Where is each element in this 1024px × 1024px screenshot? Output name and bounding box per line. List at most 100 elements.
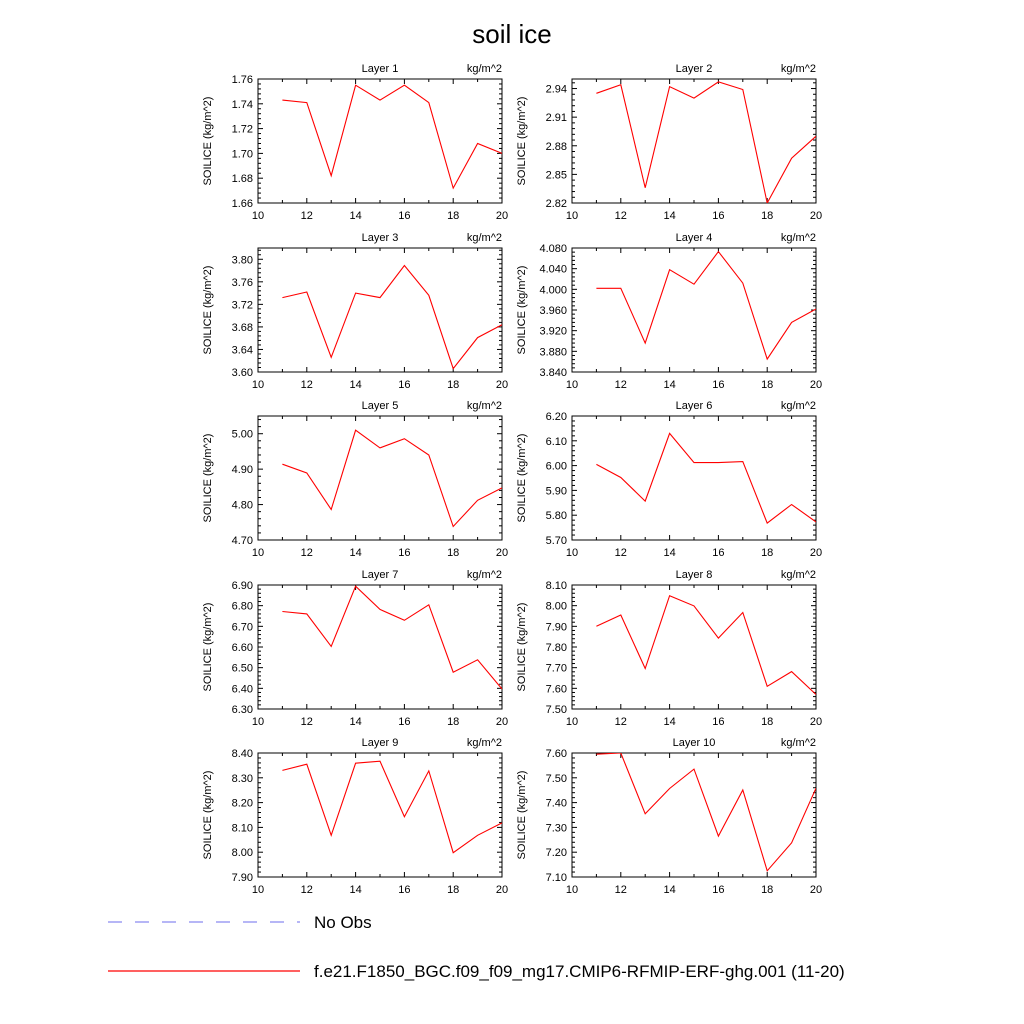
y-tick-label: 4.000 xyxy=(539,284,567,296)
x-tick-label: 14 xyxy=(349,379,361,391)
y-tick-label: 8.20 xyxy=(232,798,253,810)
y-tick-label: 6.30 xyxy=(232,704,253,716)
y-tick-label: 5.90 xyxy=(546,485,567,497)
x-tick-label: 18 xyxy=(761,716,773,728)
y-tick-label: 4.90 xyxy=(232,464,253,476)
x-tick-label: 12 xyxy=(615,716,627,728)
x-tick-label: 16 xyxy=(712,716,724,728)
series-line xyxy=(596,432,816,524)
y-tick-label: 1.70 xyxy=(232,148,253,160)
panel-title: Layer 10 xyxy=(673,737,716,749)
panel-layer-9: 10 12 14 16 18 20 7.90 8.00 8.10 8.20 8.30 8.40 Laye… xyxy=(202,737,508,896)
panel-layer-4: 10 12 14 16 18 20 3.840 3.880 3.920 3.960 4.000 4.0… xyxy=(516,232,822,391)
x-tick-label: 16 xyxy=(712,210,724,222)
plot-frame xyxy=(257,415,503,541)
x-tick-label: 10 xyxy=(566,884,578,896)
plot-frame xyxy=(257,78,503,204)
x-tick-label: 16 xyxy=(398,379,410,391)
y-tick-label: 8.30 xyxy=(232,773,253,785)
x-tick-label: 18 xyxy=(761,884,773,896)
x-tick-label: 16 xyxy=(712,547,724,559)
panel-layer-8: 10 12 14 16 18 20 7.50 7.60 7.70 7.80 7.90 8.00 8.10… xyxy=(516,569,822,728)
y-tick-label: 7.60 xyxy=(546,748,567,760)
y-axis-label: SOILICE (kg/m^2) xyxy=(202,97,214,186)
panel-title: Layer 9 xyxy=(362,737,399,749)
y-tick-label: 3.880 xyxy=(539,346,567,358)
y-tick-label: 8.40 xyxy=(232,748,253,760)
x-tick-label: 14 xyxy=(663,547,675,559)
y-tick-label: 7.30 xyxy=(546,822,567,834)
y-tick-label: 6.20 xyxy=(546,411,567,423)
panel-units: kg/m^2 xyxy=(467,63,502,75)
y-tick-label: 6.50 xyxy=(232,663,253,675)
plot-frame xyxy=(571,584,817,710)
panel-title: Layer 2 xyxy=(676,63,713,75)
x-tick-label: 12 xyxy=(615,884,627,896)
panel-title: Layer 1 xyxy=(362,63,399,75)
y-tick-label: 5.00 xyxy=(232,429,253,441)
y-tick-label: 4.040 xyxy=(539,264,567,276)
panel-title: Layer 4 xyxy=(676,232,713,244)
plot-frame xyxy=(571,247,817,373)
legend: No Obs f.e21.F1850_BGC.f09_f09_mg17.CMIP… xyxy=(108,913,845,981)
y-tick-label: 4.080 xyxy=(539,243,567,255)
x-tick-label: 20 xyxy=(810,716,822,728)
x-tick-label: 16 xyxy=(398,884,410,896)
y-axis-label: SOILICE (kg/m^2) xyxy=(202,266,214,355)
y-tick-label: 6.80 xyxy=(232,601,253,613)
x-tick-label: 18 xyxy=(447,547,459,559)
panel-units: kg/m^2 xyxy=(467,232,502,244)
plot-frame xyxy=(257,584,503,710)
legend-label-run: f.e21.F1850_BGC.f09_f09_mg17.CMIP6-RFMIP… xyxy=(314,962,845,981)
y-tick-label: 2.94 xyxy=(546,84,567,96)
y-tick-label: 3.60 xyxy=(232,367,253,379)
y-axis-label: SOILICE (kg/m^2) xyxy=(516,434,528,523)
x-tick-label: 18 xyxy=(761,210,773,222)
series-line xyxy=(282,760,502,854)
x-tick-label: 12 xyxy=(615,210,627,222)
y-tick-label: 3.76 xyxy=(232,277,253,289)
y-tick-label: 7.10 xyxy=(546,872,567,884)
y-tick-label: 7.60 xyxy=(546,683,567,695)
x-tick-label: 16 xyxy=(712,379,724,391)
panel-title: Layer 3 xyxy=(362,232,399,244)
x-tick-label: 12 xyxy=(301,210,313,222)
panels: 10 12 14 16 18 20 1.66 1.68 1.70 1.72 1.74 1.76 Laye… xyxy=(202,63,822,896)
x-tick-label: 14 xyxy=(349,716,361,728)
panel-layer-5: 10 12 14 16 18 20 4.70 4.80 4.90 5.00 Layer 5 kg/m^… xyxy=(202,400,508,559)
y-tick-label: 1.76 xyxy=(232,74,253,86)
y-tick-label: 3.72 xyxy=(232,299,253,311)
x-tick-label: 20 xyxy=(496,547,508,559)
x-tick-label: 18 xyxy=(447,716,459,728)
y-tick-label: 8.10 xyxy=(546,580,567,592)
y-tick-label: 3.80 xyxy=(232,254,253,266)
y-tick-label: 7.90 xyxy=(546,621,567,633)
panel-units: kg/m^2 xyxy=(467,569,502,581)
x-tick-label: 10 xyxy=(252,716,264,728)
y-tick-label: 2.91 xyxy=(546,112,567,124)
legend-label-no-obs: No Obs xyxy=(314,913,372,932)
y-tick-label: 7.80 xyxy=(546,642,567,654)
x-tick-label: 20 xyxy=(810,884,822,896)
x-tick-label: 14 xyxy=(663,379,675,391)
y-tick-label: 5.80 xyxy=(546,510,567,522)
y-axis-label: SOILICE (kg/m^2) xyxy=(202,771,214,860)
series-line xyxy=(596,753,816,872)
plot-frame xyxy=(571,752,817,878)
x-tick-label: 16 xyxy=(712,884,724,896)
x-tick-label: 10 xyxy=(566,716,578,728)
panel-units: kg/m^2 xyxy=(781,232,816,244)
y-tick-label: 3.840 xyxy=(539,367,567,379)
y-tick-label: 7.20 xyxy=(546,847,567,859)
series-line xyxy=(596,250,816,361)
y-axis-label: SOILICE (kg/m^2) xyxy=(202,603,214,692)
panel-layer-6: 10 12 14 16 18 20 5.70 5.80 5.90 6.00 6.10 6.20 Laye… xyxy=(516,400,822,559)
y-tick-label: 6.00 xyxy=(546,461,567,473)
panel-layer-10: 10 12 14 16 18 20 7.10 7.20 7.30 7.40 7.50 7.60 Laye… xyxy=(516,737,822,896)
panel-units: kg/m^2 xyxy=(467,400,502,412)
series-line xyxy=(596,594,816,695)
y-tick-label: 8.00 xyxy=(232,847,253,859)
panel-title: Layer 6 xyxy=(676,400,713,412)
y-axis-label: SOILICE (kg/m^2) xyxy=(516,266,528,355)
